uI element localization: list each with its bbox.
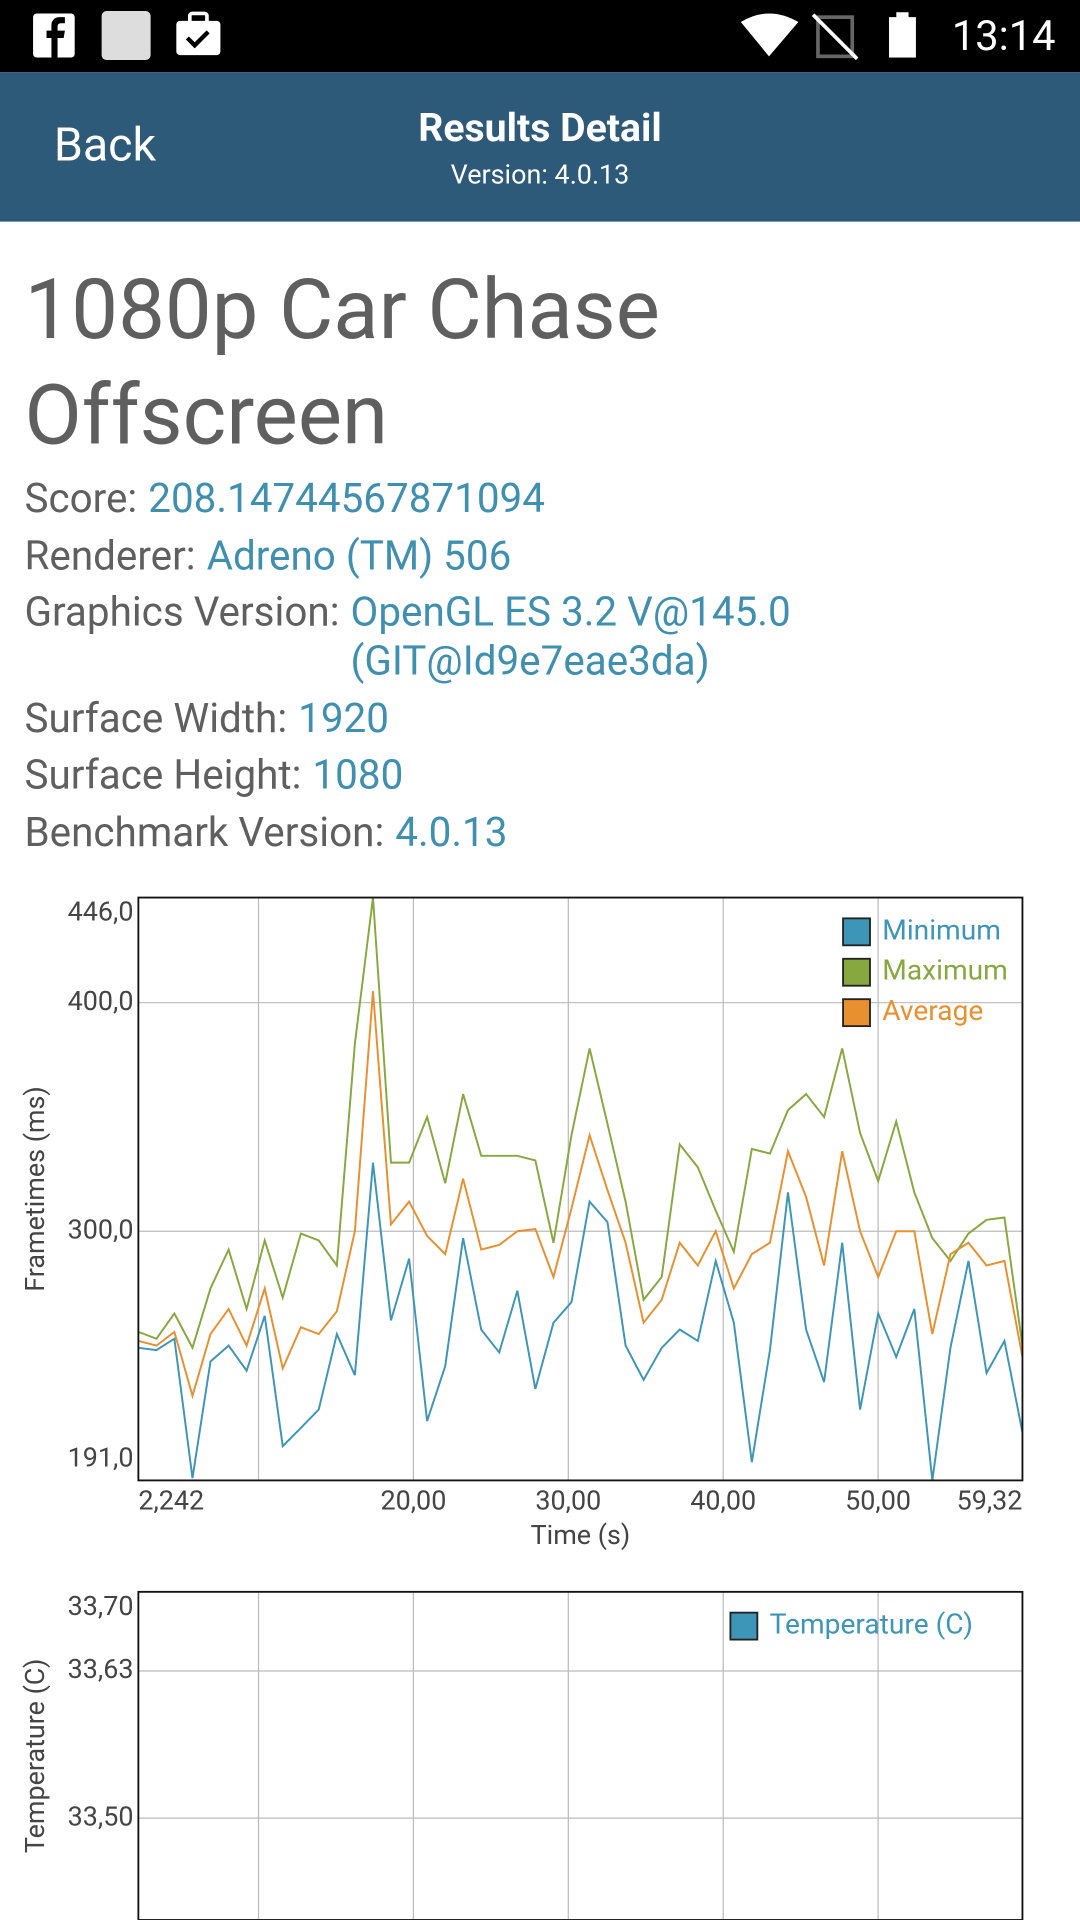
field-row: Surface Height: 1080 — [24, 752, 1065, 801]
status-icons — [33, 11, 221, 61]
y-tick-label: 400,0 — [68, 985, 134, 1017]
field-row: Score: 208.14744567871094 — [24, 475, 1065, 524]
x-tick-label: 40,00 — [690, 1485, 756, 1517]
legend-label: Maximum — [882, 954, 1008, 987]
field-label: Benchmark Version: — [24, 808, 385, 857]
y-tick-label: 446,0 — [68, 896, 134, 928]
field-value: 208.14744567871094 — [148, 475, 545, 523]
back-button[interactable]: Back — [53, 118, 157, 173]
x-tick-label: 50,00 — [845, 1485, 911, 1517]
field-value: 1920 — [298, 694, 389, 743]
x-tick-label: 2,242 — [138, 1485, 204, 1517]
result-fields: Score: 208.14744567871094 Renderer: Adreno … — [24, 475, 1065, 866]
y-tick-label: 33,50 — [68, 1800, 134, 1832]
field-label: Surface Width: — [24, 694, 288, 743]
series-line — [138, 897, 1023, 1351]
legend-label: Minimum — [882, 913, 1001, 946]
field-value: 4.0.13 — [395, 808, 508, 857]
plot-frame — [137, 896, 1024, 1482]
series-line — [138, 991, 1023, 1400]
y-axis-label: Temperature (C) — [19, 1659, 51, 1854]
legend-swatch — [842, 917, 871, 947]
legend-label: Temperature (C) — [770, 1608, 973, 1641]
y-tick-label: 300,0 — [68, 1213, 134, 1245]
clock: 13:14 — [951, 12, 1056, 62]
field-label: Graphics Version: — [24, 588, 340, 637]
field-label: Surface Height: — [24, 751, 302, 800]
x-tick-label: 20,00 — [381, 1485, 447, 1517]
status-bar: 13:14 — [0, 0, 1080, 73]
field-label: Renderer: — [24, 532, 196, 580]
field-label: Score: — [24, 475, 138, 523]
field-value: 1080 — [312, 751, 404, 800]
legend-label: Average — [882, 994, 983, 1027]
legend-swatch — [842, 998, 871, 1028]
y-axis-label: Frametimes (ms) — [19, 1086, 51, 1292]
y-tick-label: 33,70 — [68, 1590, 134, 1622]
test-title: 1080p Car Chase Offscreen — [24, 260, 660, 465]
header-title: Results Detail — [418, 104, 662, 151]
app-bar: Back Results Detail Version: 4.0.13 — [0, 72, 1080, 222]
field-value: OpenGL ES 3.2 V@145.0 (GIT@Id9e7eae3da) — [350, 588, 791, 686]
y-tick-label: 33,63 — [68, 1653, 134, 1685]
field-row: Surface Width: 1920 — [24, 695, 1065, 744]
x-tick-label: 30,00 — [535, 1485, 601, 1517]
x-tick-label: 59,32 — [957, 1485, 1023, 1517]
field-row: Graphics Version: OpenGL ES 3.2 V@145.0 (… — [24, 589, 1065, 687]
status-icons-right — [740, 12, 916, 61]
field-value: Adreno (TM) 506 — [206, 532, 512, 580]
header-subtitle: Version: 4.0.13 — [450, 160, 630, 192]
field-row: Renderer: Adreno (TM) 506 — [24, 532, 1065, 581]
field-row: Benchmark Version: 4.0.13 — [24, 809, 1065, 858]
plot-frame — [137, 1590, 1024, 1920]
x-axis-label: Time (s) — [531, 1519, 631, 1551]
legend-swatch — [842, 957, 871, 987]
y-tick-label: 191,0 — [68, 1442, 134, 1474]
legend-swatch — [729, 1611, 759, 1641]
series-line — [138, 1162, 1023, 1481]
